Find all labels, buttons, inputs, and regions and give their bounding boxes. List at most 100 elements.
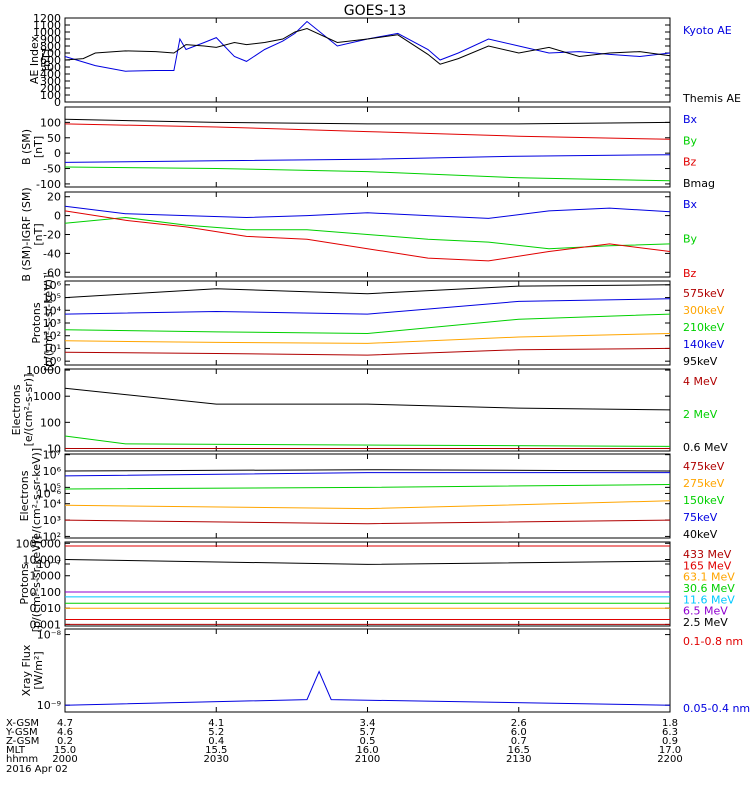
- legend-entry: 0.05-0.4 nm: [683, 702, 750, 715]
- x-tick-label: 0.4: [208, 736, 224, 747]
- x-tick-label: 2000: [52, 754, 77, 765]
- panel-frame: [64, 453, 671, 539]
- legend-entry: Themis AE: [682, 92, 741, 105]
- x-tick-label: 4.1: [208, 718, 224, 729]
- legend-entry: 4 MeV: [683, 375, 718, 388]
- y-tick-label: 10⁰: [43, 355, 62, 368]
- legend-entry: 40keV: [683, 528, 718, 541]
- x-tick-label: 4.7: [57, 718, 73, 729]
- y-tick-label: 10⁷: [43, 449, 61, 462]
- y-tick-label: 900: [40, 33, 61, 46]
- y-tick-label: 20: [47, 191, 61, 204]
- y-tick-label: 100: [40, 89, 61, 102]
- y-tick-label: -60: [43, 266, 61, 279]
- legend-entry: 150keV: [683, 494, 725, 507]
- x-tick-label: 2130: [506, 754, 531, 765]
- y-tick-label: 50: [47, 132, 61, 145]
- x-tick-label: 0.2: [57, 736, 73, 747]
- y-tick-label: 10⁵: [43, 481, 61, 494]
- legend-entry: 210keV: [683, 321, 725, 334]
- panel-bdiff: -60 -40 -20 0 20B (SM)-IGRF (SM)[nT] Bx By Bz: [20, 187, 698, 281]
- panel-frame: [64, 628, 671, 713]
- series-line-themis-ae: [64, 27, 671, 65]
- x-axis-row-label: MLT: [6, 745, 26, 756]
- x-tick-label: 0.7: [511, 736, 527, 747]
- panel-xray: 10⁻⁹ 10⁻⁸ 10⁻⁷ 10⁻⁶ Xray Flux[W/m²] 0.1-0.8 n…: [20, 487, 750, 715]
- y-tick-label: 200: [40, 82, 61, 95]
- legend-entry: 165 MeV: [683, 559, 732, 572]
- legend-entry: 63.1 MeV: [683, 571, 735, 584]
- x-axis-row-label: X-GSM: [6, 718, 39, 729]
- legend-entry: Bx: [683, 198, 698, 211]
- legend-entry: 6.5 MeV: [683, 605, 728, 618]
- legend-entry: Bmag: [683, 177, 715, 190]
- y-tick-label: -100: [36, 178, 61, 191]
- series-line-bx: [64, 205, 671, 219]
- series-line-95kev: [64, 284, 671, 299]
- legend-entry: 475keV: [683, 460, 725, 473]
- y-tick-label: -40: [43, 247, 61, 260]
- series-line-bmag: [64, 118, 671, 125]
- legend-entry: Bz: [683, 156, 697, 169]
- x-tick-label: 1.8: [662, 718, 678, 729]
- legend-entry: 0.1-0.8 nm: [683, 635, 743, 648]
- x-tick-label: 6.3: [662, 727, 678, 738]
- y-tick-label: 700: [40, 47, 61, 60]
- x-tick-label: 3.4: [360, 718, 376, 729]
- y-tick-label: 10²: [43, 330, 61, 343]
- series-line-bx: [64, 154, 671, 163]
- y-tick-label: 600: [40, 54, 61, 67]
- y-tick-label: 100: [40, 116, 61, 129]
- x-tick-label: 0.5: [360, 736, 376, 747]
- legend-entry: 575keV: [683, 287, 725, 300]
- x-tick-label: 15.0: [54, 745, 76, 756]
- series-line-bz: [64, 123, 671, 140]
- x-tick-label: 17.0: [659, 745, 681, 756]
- legend-entry: 2.5 MeV: [683, 616, 728, 629]
- series-line-40kev: [64, 469, 671, 472]
- panel-frame: [64, 17, 671, 103]
- series-line-2-5-mev: [64, 559, 671, 565]
- y-tick-label: 10000: [26, 364, 61, 377]
- y-axis-label: AE Index[nT]: [28, 35, 53, 84]
- legend-entry: 0.6 MeV: [683, 441, 728, 454]
- series-line-0-6-mev: [64, 387, 671, 411]
- series-line-140kev: [64, 298, 671, 315]
- series-line-575kev: [64, 347, 671, 356]
- x-tick-label: 2030: [204, 754, 229, 765]
- panel-ae: 0100200300400500600700800900100011001200…: [28, 12, 741, 109]
- y-tick-label: 10³: [43, 514, 61, 527]
- legend-entry: Bz: [683, 267, 697, 280]
- x-axis-row-label: Y-GSM: [5, 727, 38, 738]
- series-line-bz: [64, 210, 671, 262]
- series-line-475kev: [64, 519, 671, 525]
- y-tick-label: 0.010: [30, 602, 62, 615]
- y-tick-label: 10³: [43, 317, 61, 330]
- series-line-kyoto-ae: [64, 20, 671, 72]
- x-tick-label: 0.9: [662, 736, 678, 747]
- y-tick-label: -20: [43, 229, 61, 242]
- panel-protons_low: 10⁰10¹10²10³10⁴10⁵10⁶Protons[p/(cm²-s-sr…: [30, 275, 725, 372]
- y-tick-label: 500: [40, 61, 61, 74]
- y-tick-label: 10⁵: [43, 292, 61, 305]
- x-tick-label: 15.5: [205, 745, 227, 756]
- chart-title: GOES-13: [344, 3, 406, 19]
- legend-entry: 433 MeV: [683, 548, 732, 561]
- legend-entry: Bx: [683, 113, 698, 126]
- legend-entry: 30.6 MeV: [683, 582, 735, 595]
- legend-entry: 11.6 MeV: [683, 593, 735, 606]
- y-tick-label: 800: [40, 40, 61, 53]
- legend-entry: 95keV: [683, 355, 718, 368]
- legend-entry: 275keV: [683, 477, 725, 490]
- y-axis-label: B (SM)-IGRF (SM)[nT]: [20, 187, 45, 281]
- panel-protons_high: 0.001 0.010 0.100 1.000 10.000 100.000Protons…: [16, 536, 736, 633]
- y-tick-label: 10⁴: [43, 304, 62, 317]
- y-tick-label: 100.000: [16, 537, 62, 550]
- series-line-300kev: [64, 333, 671, 344]
- y-tick-label: 1100: [33, 19, 61, 32]
- x-tick-label: 16.0: [356, 745, 378, 756]
- y-tick-label: 10⁶: [43, 279, 62, 292]
- y-tick-label: -50: [43, 163, 61, 176]
- y-tick-label: 0.001: [30, 618, 62, 631]
